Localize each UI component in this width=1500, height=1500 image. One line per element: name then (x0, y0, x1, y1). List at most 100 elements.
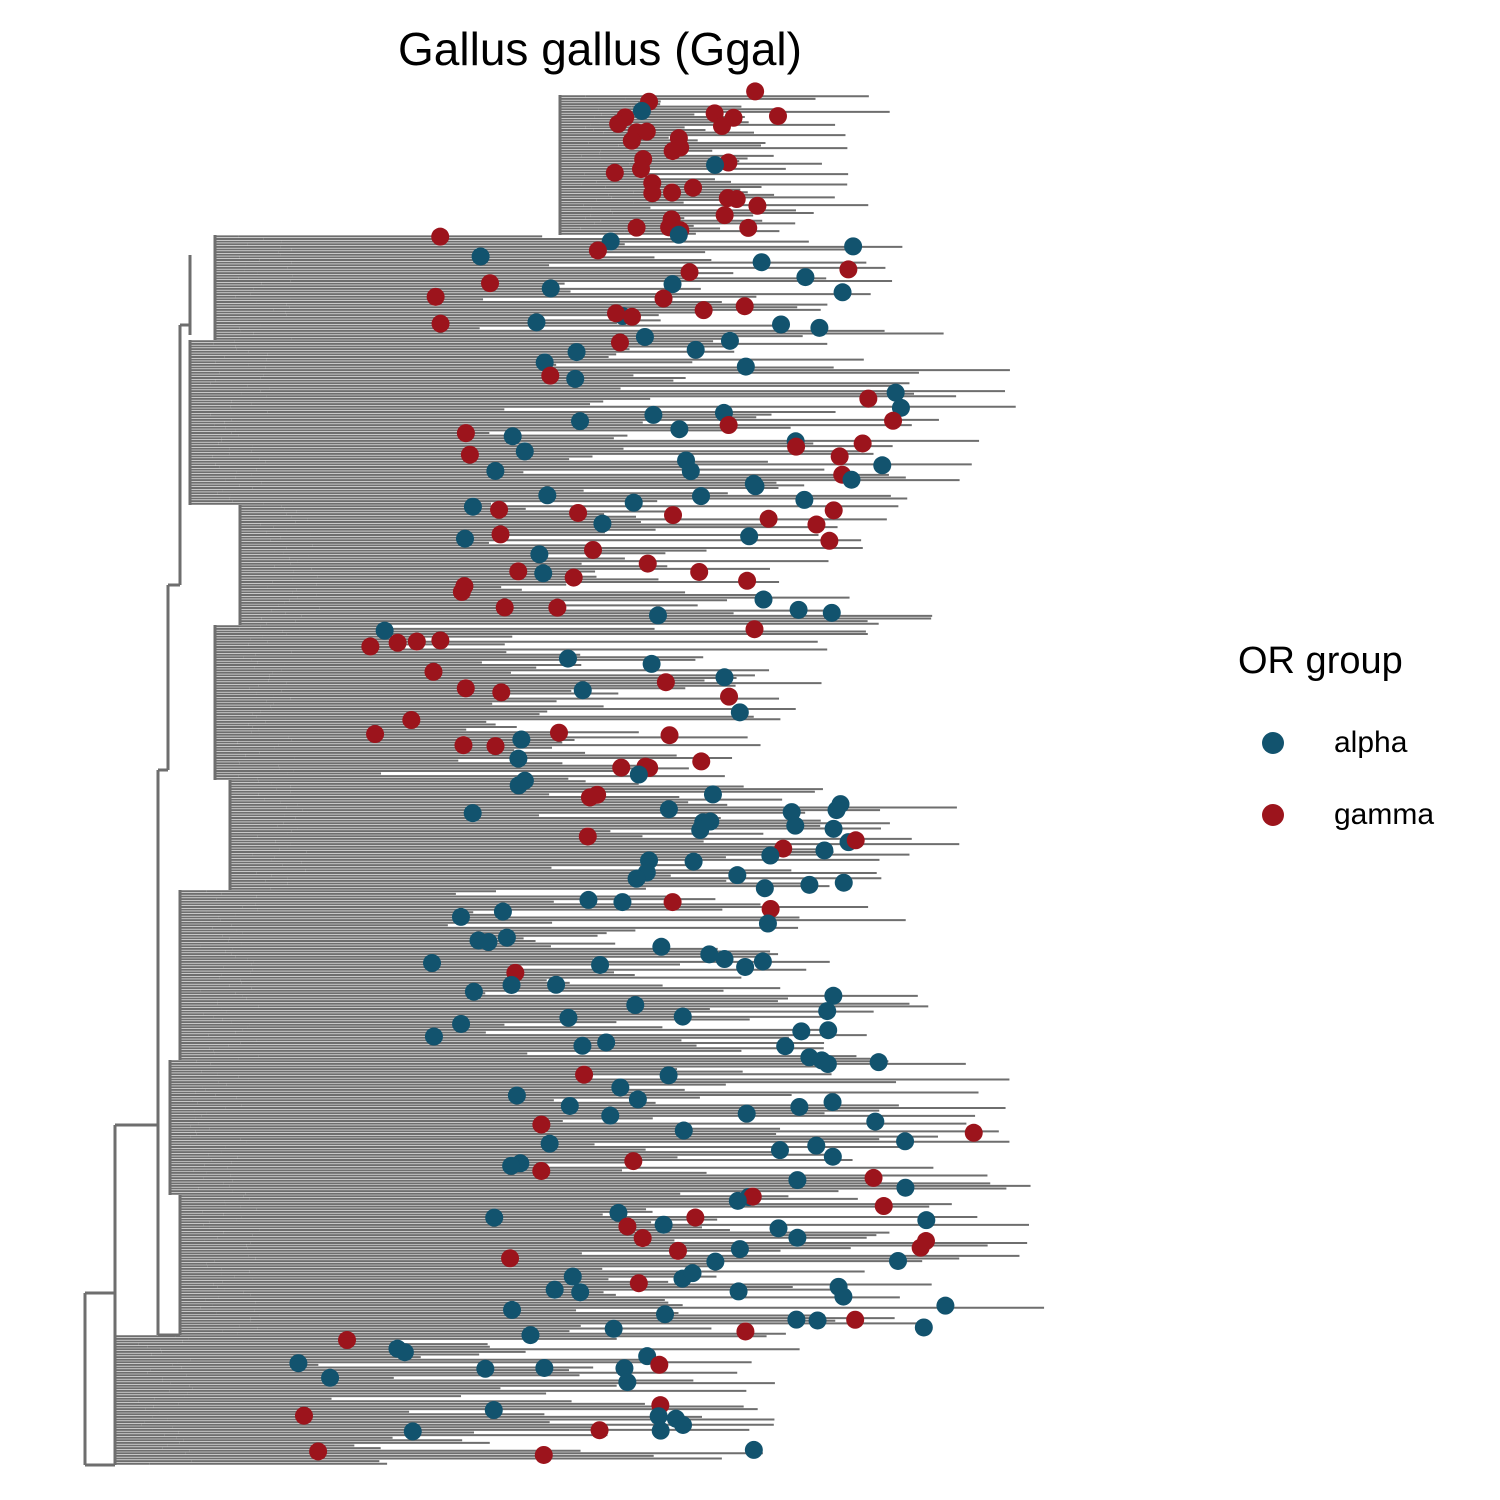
tip-alpha (541, 279, 560, 298)
tip-gamma (668, 1241, 687, 1260)
tip-gamma (736, 1322, 755, 1341)
tip-alpha (736, 357, 755, 376)
tip-alpha (808, 1311, 827, 1330)
tip-alpha (601, 1106, 620, 1125)
tip-gamma (643, 184, 662, 203)
tip-alpha (597, 1033, 616, 1052)
tip-alpha (752, 253, 771, 272)
tip-alpha (730, 703, 749, 722)
tip-alpha (720, 331, 739, 350)
tip-alpha (683, 1264, 702, 1283)
tip-alpha (691, 821, 710, 840)
tip-alpha (451, 907, 470, 926)
tip-alpha (573, 681, 592, 700)
tip-alpha (503, 427, 522, 446)
tip-gamma (739, 218, 758, 237)
tip-alpha (834, 1287, 853, 1306)
tip-alpha (515, 442, 534, 461)
tip-alpha (573, 1036, 592, 1055)
tip-alpha (730, 1240, 749, 1259)
tip-alpha (642, 654, 661, 673)
tip-alpha (540, 1134, 559, 1153)
tip-gamma (361, 637, 380, 656)
tip-alpha (800, 875, 819, 894)
tip-gamma (580, 788, 599, 807)
tip-alpha (563, 1267, 582, 1286)
tip-gamma (612, 758, 631, 777)
tip-alpha (782, 803, 801, 822)
tip-alpha (706, 1252, 725, 1271)
tip-gamma (366, 725, 385, 744)
tip-gamma (456, 424, 475, 443)
tip-alpha (615, 1359, 634, 1378)
tip-alpha (652, 937, 671, 956)
tip-alpha (891, 398, 910, 417)
tip-gamma (761, 899, 780, 918)
tip-gamma (452, 582, 471, 601)
tip-gamma (846, 831, 865, 850)
tip-gamma (663, 183, 682, 202)
tip-alpha (651, 1421, 670, 1440)
tip-gamma (712, 117, 731, 136)
tip-gamma (627, 218, 646, 237)
tip-alpha (395, 1343, 414, 1362)
tip-alpha (507, 1086, 526, 1105)
tip-gamma (532, 1115, 551, 1134)
tip-alpha (715, 668, 734, 687)
legend-key-gamma (1262, 804, 1284, 826)
tip-alpha (896, 1178, 915, 1197)
tip-gamma (610, 333, 629, 352)
tip-gamma (680, 263, 699, 282)
tip-alpha (673, 1007, 692, 1026)
tip-alpha (452, 1014, 471, 1033)
tip-gamma (718, 189, 737, 208)
tip-alpha (936, 1296, 955, 1315)
tip-gamma (431, 314, 450, 333)
tip-alpha (560, 1096, 579, 1115)
tip-alpha (790, 1097, 809, 1116)
tip-gamma (864, 1168, 883, 1187)
tip-gamma (575, 1065, 594, 1084)
tip-alpha (776, 1037, 795, 1056)
tip-gamma (607, 304, 626, 323)
tip-alpha (873, 456, 892, 475)
tip-alpha (648, 606, 667, 625)
tip-gamma (583, 540, 602, 559)
tip-alpha (827, 801, 846, 820)
tip-gamma (534, 1445, 553, 1464)
tip-alpha (424, 1027, 443, 1046)
tip-alpha (464, 982, 483, 1001)
tip-alpha (512, 730, 531, 749)
tip-gamma (684, 178, 703, 197)
tip-gamma (629, 1274, 648, 1293)
tip-gamma (746, 82, 765, 101)
tip-alpha (455, 529, 474, 548)
tip-gamma (407, 632, 426, 651)
tip-gamma (663, 893, 682, 912)
tip-alpha (769, 1219, 788, 1238)
tip-alpha (789, 600, 808, 619)
tip-gamma (664, 506, 683, 525)
tip-gamma (720, 687, 739, 706)
tip-alpha (914, 1318, 933, 1337)
tip-alpha (844, 237, 863, 256)
tip-alpha (729, 1282, 748, 1301)
tip-alpha (792, 1022, 811, 1041)
tip-gamma (588, 241, 607, 260)
tip-alpha (476, 1359, 495, 1378)
tip-gamma (491, 525, 510, 544)
tip-alpha (571, 412, 590, 431)
tip-gamma (605, 163, 624, 182)
tip-alpha (558, 649, 577, 668)
tip-gamma (509, 562, 528, 581)
tip-alpha (691, 487, 710, 506)
tip-alpha (609, 1203, 628, 1222)
tip-alpha (502, 975, 521, 994)
tip-alpha (497, 928, 516, 947)
tip-alpha (527, 313, 546, 332)
tip-gamma (656, 673, 675, 692)
tip-alpha (547, 975, 566, 994)
tip-gamma (426, 287, 445, 306)
tip-gamma (486, 737, 505, 756)
